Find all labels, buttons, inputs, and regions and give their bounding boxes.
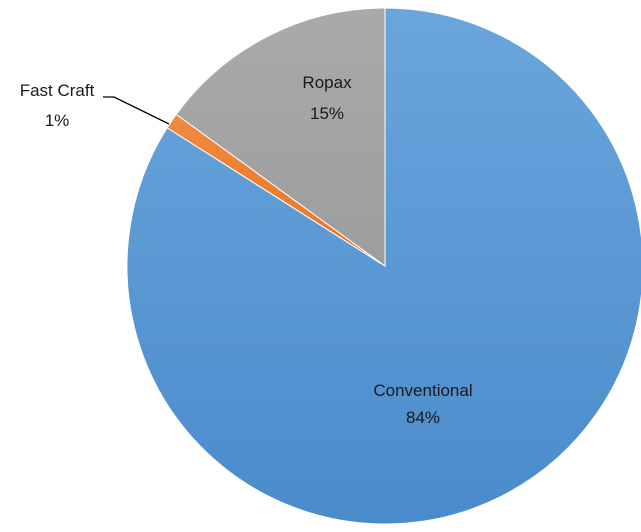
leader-line-fast-craft xyxy=(103,96,170,125)
labels-layer: Conventional 84% Fast Craft 1% Ropax 15% xyxy=(20,73,473,427)
slice-percent-conventional: 84% xyxy=(406,408,440,427)
pie-slice-ropax xyxy=(175,7,386,267)
slice-percent-fast-craft: 1% xyxy=(45,111,70,130)
slice-label-ropax: Ropax xyxy=(302,73,352,92)
slice-label-conventional: Conventional xyxy=(373,381,472,400)
slice-label-fast-craft: Fast Craft xyxy=(20,81,95,100)
slice-percent-ropax: 15% xyxy=(310,104,344,123)
pie-slice-conventional xyxy=(126,7,641,525)
slices-layer xyxy=(126,7,641,525)
